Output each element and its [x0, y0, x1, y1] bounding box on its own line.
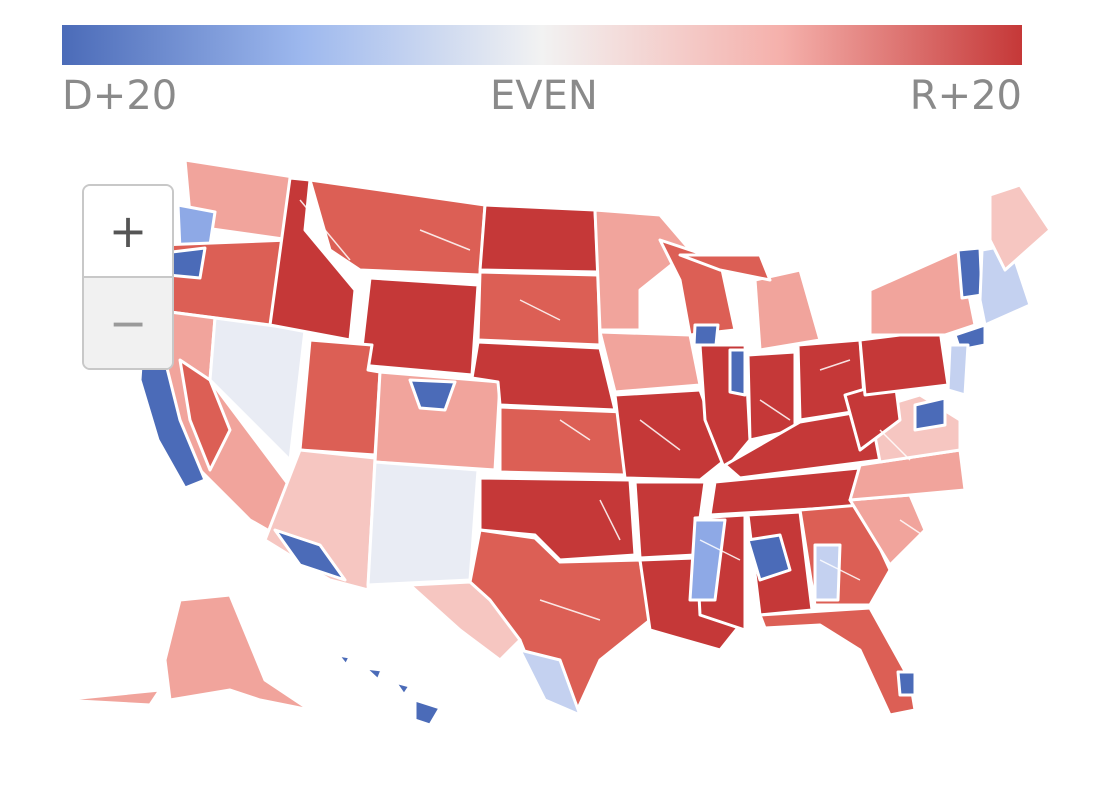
legend-left-label: D+20	[62, 73, 178, 119]
state-maine[interactable]	[988, 183, 1052, 272]
state-montana[interactable]	[308, 178, 487, 277]
state-wisconsin-madison[interactable]	[692, 323, 720, 347]
state-texas-south[interactable]	[518, 648, 582, 717]
state-california-coast[interactable]	[138, 348, 207, 490]
state-colorado[interactable]	[373, 370, 502, 472]
state-alaska[interactable]	[163, 593, 312, 712]
state-new-jersey[interactable]	[946, 343, 970, 397]
district-lines	[299, 199, 931, 621]
state-mississippi-delta[interactable]	[688, 518, 727, 602]
state-indiana[interactable]	[746, 350, 797, 442]
state-nebraska[interactable]	[470, 340, 617, 412]
state-california-central[interactable]	[178, 358, 232, 472]
state-iowa[interactable]	[598, 330, 702, 394]
state-florida[interactable]	[758, 606, 917, 717]
zoom-control: + −	[82, 184, 174, 370]
state-kansas[interactable]	[498, 405, 627, 477]
zoom-in-button[interactable]: +	[84, 186, 172, 276]
state-florida-south[interactable]	[896, 670, 917, 697]
state-virginia-north[interactable]	[913, 396, 947, 432]
legend-right-label: R+20	[909, 73, 1022, 119]
state-alaska-tail[interactable]	[58, 688, 162, 707]
state-pennsylvania[interactable]	[858, 328, 950, 397]
state-georgia-atlanta[interactable]	[813, 543, 842, 602]
state-hawaii-oahu[interactable]	[363, 666, 384, 682]
state-north-dakota[interactable]	[478, 203, 600, 274]
zoom-out-button[interactable]: −	[84, 276, 172, 368]
state-colorado-denver[interactable]	[408, 378, 457, 412]
state-south-dakota[interactable]	[476, 270, 602, 347]
state-michigan-upper[interactable]	[678, 253, 772, 282]
state-hawaii-maui[interactable]	[393, 680, 412, 697]
state-hawaii-kauai[interactable]	[336, 653, 352, 667]
state-texas-west[interactable]	[408, 580, 522, 662]
state-vermont[interactable]	[956, 246, 984, 300]
state-alabama-blackbelt[interactable]	[746, 533, 792, 582]
legend-center-label: EVEN	[490, 73, 598, 119]
state-hawaii-big[interactable]	[413, 698, 442, 727]
state-arizona-tucson[interactable]	[273, 528, 347, 582]
state-new-mexico[interactable]	[366, 460, 480, 587]
state-michigan[interactable]	[753, 268, 822, 352]
state-new-york[interactable]	[868, 248, 977, 337]
state-missouri[interactable]	[613, 388, 727, 482]
state-utah[interactable]	[298, 338, 382, 457]
state-illinois-chicago[interactable]	[728, 348, 747, 397]
legend-color-bar	[62, 25, 1022, 65]
state-wyoming[interactable]	[358, 276, 480, 377]
state-minnesota[interactable]	[593, 208, 692, 332]
